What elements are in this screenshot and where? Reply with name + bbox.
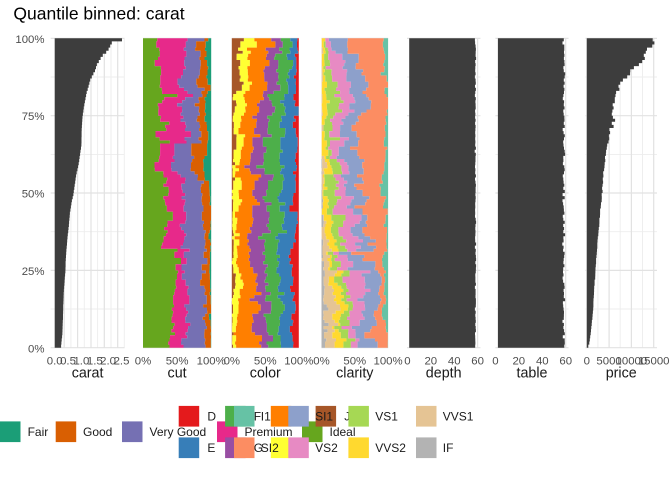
svg-text:20: 20: [512, 355, 525, 367]
svg-text:100%: 100%: [374, 355, 403, 367]
svg-text:color: color: [250, 366, 281, 382]
svg-text:Very Good: Very Good: [150, 425, 207, 439]
svg-text:1.0: 1.0: [73, 355, 89, 367]
svg-text:50%: 50%: [343, 355, 366, 367]
svg-text:Ideal: Ideal: [330, 425, 356, 439]
svg-text:0: 0: [404, 355, 410, 367]
svg-text:15000: 15000: [638, 355, 670, 367]
svg-text:100%: 100%: [197, 355, 226, 367]
svg-text:40: 40: [448, 355, 461, 367]
svg-text:SI1: SI1: [315, 410, 333, 424]
svg-text:0%: 0%: [135, 355, 151, 367]
svg-text:100%: 100%: [284, 355, 313, 367]
svg-text:price: price: [606, 366, 637, 382]
svg-text:depth: depth: [426, 366, 462, 382]
svg-text:cut: cut: [168, 366, 187, 382]
svg-text:0%: 0%: [28, 343, 44, 355]
svg-text:2.0: 2.0: [100, 355, 116, 367]
svg-text:J: J: [344, 410, 350, 424]
svg-text:60: 60: [559, 355, 572, 367]
svg-text:table: table: [516, 366, 547, 382]
svg-text:0%: 0%: [313, 355, 329, 367]
svg-text:25%: 25%: [22, 266, 45, 278]
svg-text:E: E: [207, 441, 215, 455]
svg-text:G: G: [254, 441, 263, 455]
svg-text:40: 40: [536, 355, 549, 367]
svg-text:75%: 75%: [22, 111, 45, 123]
svg-text:0%: 0%: [224, 355, 240, 367]
svg-text:10000: 10000: [616, 355, 648, 367]
svg-text:60: 60: [471, 355, 484, 367]
svg-text:50%: 50%: [22, 189, 45, 201]
svg-text:Fair: Fair: [28, 425, 49, 439]
svg-text:F: F: [254, 410, 261, 424]
svg-text:0: 0: [492, 355, 498, 367]
svg-text:IF: IF: [443, 441, 454, 455]
svg-text:50%: 50%: [254, 355, 277, 367]
svg-text:Quantile binned: carat: Quantile binned: carat: [13, 3, 184, 23]
svg-text:clarity: clarity: [336, 366, 374, 382]
svg-text:Premium: Premium: [245, 425, 293, 439]
svg-text:VS1: VS1: [375, 410, 398, 424]
svg-text:20: 20: [424, 355, 437, 367]
svg-text:0: 0: [584, 355, 590, 367]
svg-text:SI2: SI2: [261, 441, 279, 455]
svg-text:VVS1: VVS1: [443, 410, 474, 424]
svg-text:1.5: 1.5: [87, 355, 103, 367]
svg-text:Good: Good: [83, 425, 112, 439]
svg-text:VVS2: VVS2: [375, 441, 406, 455]
svg-text:D: D: [207, 410, 216, 424]
svg-text:5000: 5000: [596, 355, 621, 367]
svg-text:2.5: 2.5: [114, 355, 130, 367]
svg-text:50%: 50%: [166, 355, 189, 367]
svg-text:carat: carat: [72, 366, 104, 382]
svg-text:100%: 100%: [15, 34, 44, 46]
svg-text:I1: I1: [261, 410, 271, 424]
svg-text:0.0: 0.0: [47, 355, 63, 367]
svg-text:VS2: VS2: [315, 441, 338, 455]
svg-text:0.5: 0.5: [60, 355, 76, 367]
